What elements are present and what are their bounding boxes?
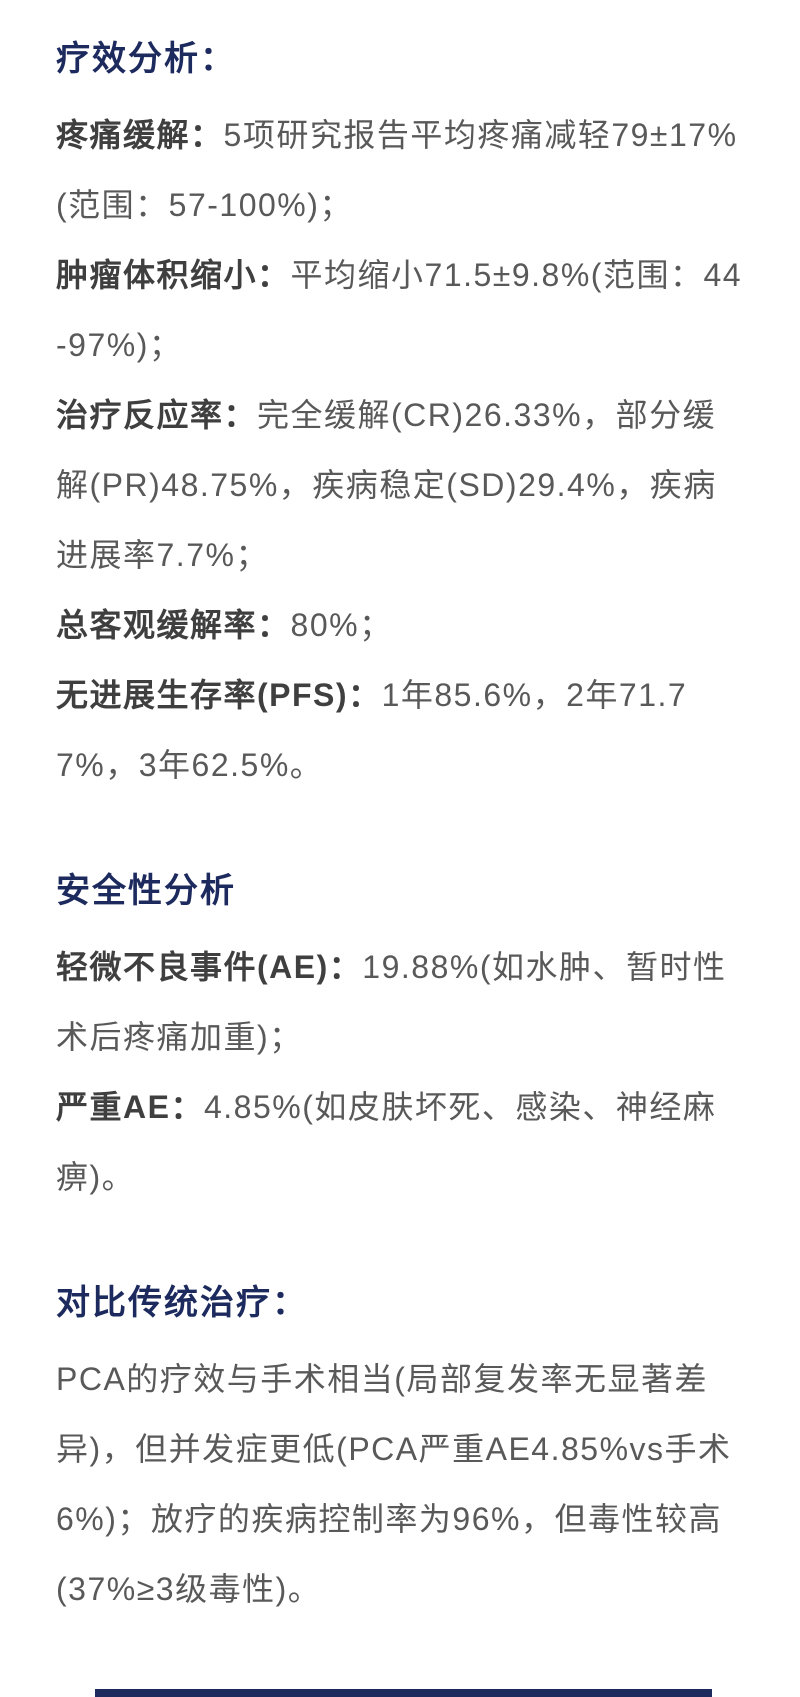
section-heading: 对比传统治疗： — [56, 1284, 308, 1322]
section: 疗效分析： 疼痛缓解：5项研究报告平均疼痛减轻79±17%(范围：57-100%)… — [56, 24, 748, 800]
section-heading: 安全性分析 — [56, 872, 236, 910]
paragraph-text: 4.85%(如皮肤坏死、感染、神经麻痹)。 — [56, 1089, 717, 1195]
paragraph-label: 疼痛缓解： — [56, 117, 224, 153]
paragraph: 无进展生存率(PFS)：1年85.6%，2年71.77%，3年62.5%。 — [56, 660, 748, 800]
section: 对比传统治疗： PCA的疗效与手术相当(局部复发率无显著差异)，但并发症更低(PC… — [56, 1268, 748, 1624]
paragraph: PCA的疗效与手术相当(局部复发率无显著差异)，但并发症更低(PCA严重AE4.… — [56, 1344, 748, 1624]
paragraph: 肿瘤体积缩小：平均缩小71.5±9.8%(范围：44-97%)； — [56, 240, 748, 380]
paragraph-text: 80%； — [290, 607, 393, 643]
paragraph: 治疗反应率：完全缓解(CR)26.33%，部分缓解(PR)48.75%，疾病稳定… — [56, 380, 748, 590]
paragraph-text: 19.88%(如水肿、暂时性术后疼痛加重)； — [56, 949, 727, 1055]
paragraph-label: 总客观缓解率： — [56, 607, 291, 643]
paragraph: 轻微不良事件(AE)：19.88%(如水肿、暂时性术后疼痛加重)； — [56, 932, 748, 1072]
section-heading: 疗效分析： — [56, 40, 236, 78]
paragraph-label: 严重AE： — [56, 1089, 204, 1125]
paragraph-label: 治疗反应率： — [56, 397, 258, 433]
paragraph: 总客观缓解率：80%； — [56, 590, 748, 660]
section: 安全性分析 轻微不良事件(AE)：19.88%(如水肿、暂时性术后疼痛加重)； 严重… — [56, 856, 748, 1212]
bottom-accent-bar — [95, 1689, 712, 1697]
paragraph-label: 无进展生存率(PFS)： — [56, 677, 382, 713]
paragraph-text: 1年85.6%，2年71.77%，3年62.5%。 — [56, 677, 688, 783]
paragraph-text: 平均缩小71.5±9.8%(范围：44-97%)； — [56, 257, 743, 363]
paragraph-text: 5项研究报告平均疼痛减轻79±17%(范围：57-100%)； — [56, 117, 738, 223]
article: 疗效分析： 疼痛缓解：5项研究报告平均疼痛减轻79±17%(范围：57-100%)… — [56, 24, 748, 1624]
paragraph-text: 完全缓解(CR)26.33%，部分缓解(PR)48.75%，疾病稳定(SD)29… — [56, 397, 717, 573]
paragraph: 严重AE：4.85%(如皮肤坏死、感染、神经麻痹)。 — [56, 1072, 748, 1212]
paragraph-label: 肿瘤体积缩小： — [56, 257, 291, 293]
paragraph-text: PCA的疗效与手术相当(局部复发率无显著差异)，但并发症更低(PCA严重AE4.… — [56, 1361, 732, 1607]
paragraph: 疼痛缓解：5项研究报告平均疼痛减轻79±17%(范围：57-100%)； — [56, 100, 748, 240]
paragraph-label: 轻微不良事件(AE)： — [56, 949, 363, 985]
